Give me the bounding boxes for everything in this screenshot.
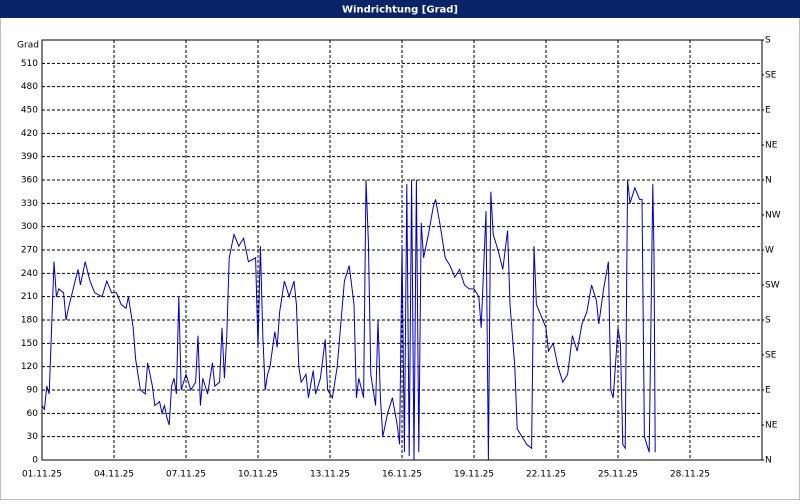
y-axis-label: Grad — [17, 41, 39, 51]
y2-tick-label: S — [765, 36, 771, 46]
y-tick-label: 120 — [21, 362, 38, 372]
y2-tick-label: E — [765, 386, 771, 396]
y-tick-label: 390 — [21, 152, 38, 162]
y-tick-label: 0 — [32, 456, 38, 466]
x-tick-label: 07.11.25 — [166, 470, 206, 480]
x-tick-label: 19.11.25 — [454, 470, 494, 480]
y2-tick-label: NW — [765, 211, 781, 221]
x-tick-label: 28.11.25 — [670, 470, 710, 480]
y-tick-label: 30 — [27, 432, 39, 442]
y-tick-label: 150 — [21, 339, 38, 349]
y-tick-label: 60 — [27, 409, 39, 419]
y2-tick-label: SE — [765, 71, 777, 81]
y-tick-label: 450 — [21, 106, 38, 116]
y2-tick-label: N — [765, 176, 772, 186]
y2-tick-label: N — [765, 456, 772, 466]
y-tick-label: 300 — [21, 222, 38, 232]
y2-tick-label: SW — [765, 281, 780, 291]
y2-tick-label: NE — [765, 141, 778, 151]
x-tick-label: 01.11.25 — [22, 470, 62, 480]
y2-tick-label: W — [765, 246, 774, 256]
x-tick-label: 04.11.25 — [94, 470, 134, 480]
y-tick-label: 210 — [21, 292, 38, 302]
x-tick-label: 25.11.25 — [598, 470, 638, 480]
y-tick-label: 420 — [21, 129, 38, 139]
y-tick-label: 510 — [21, 59, 38, 69]
plot-border — [41, 39, 763, 461]
x-tick-label: 10.11.25 — [238, 470, 278, 480]
y2-tick-label: NE — [765, 421, 778, 431]
y-tick-label: 240 — [21, 269, 38, 279]
x-tick-label: 13.11.25 — [310, 470, 350, 480]
y-tick-label: 330 — [21, 199, 38, 209]
title-bar — [0, 0, 800, 18]
y-tick-label: 180 — [21, 316, 38, 326]
x-tick-label: 16.11.25 — [382, 470, 422, 480]
chart-title: Windrichtung [Grad] — [342, 5, 458, 16]
y-tick-label: 90 — [27, 386, 39, 396]
y2-tick-label: S — [765, 316, 771, 326]
y-tick-label: 360 — [21, 176, 38, 186]
y2-tick-label: SE — [765, 351, 777, 361]
y-tick-label: 270 — [21, 246, 38, 256]
x-tick-label: 22.11.25 — [526, 470, 566, 480]
line-series — [41, 179, 656, 461]
y-tick-label: 480 — [21, 82, 38, 92]
y2-tick-label: E — [765, 106, 771, 116]
